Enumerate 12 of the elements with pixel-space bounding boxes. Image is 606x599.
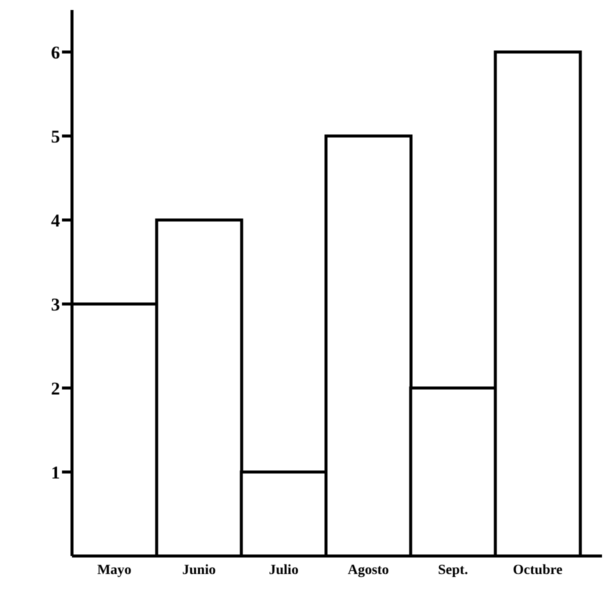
y-tick-label: 2	[51, 378, 60, 398]
y-tick-label: 5	[51, 126, 60, 146]
x-tick-label: Julio	[268, 562, 298, 578]
x-tick-label: Agosto	[348, 562, 389, 578]
y-tick-label: 3	[51, 294, 60, 314]
x-tick-label: Mayo	[97, 562, 132, 578]
y-tick-label: 1	[51, 462, 60, 482]
x-tick-label: Octubre	[512, 562, 562, 578]
y-tick-label: 6	[51, 42, 60, 62]
x-tick-label: Junio	[182, 562, 216, 578]
y-tick-label: 4	[51, 210, 60, 230]
x-tick-label: Sept.	[438, 562, 468, 578]
